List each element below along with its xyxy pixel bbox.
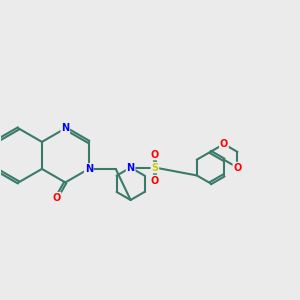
Text: S: S xyxy=(152,163,158,172)
Text: O: O xyxy=(52,193,61,202)
Text: O: O xyxy=(151,176,159,185)
Text: O: O xyxy=(233,163,242,172)
Text: O: O xyxy=(151,150,159,160)
Text: O: O xyxy=(220,139,228,149)
Text: N: N xyxy=(61,123,69,134)
Text: N: N xyxy=(127,163,135,172)
Text: N: N xyxy=(85,164,93,174)
